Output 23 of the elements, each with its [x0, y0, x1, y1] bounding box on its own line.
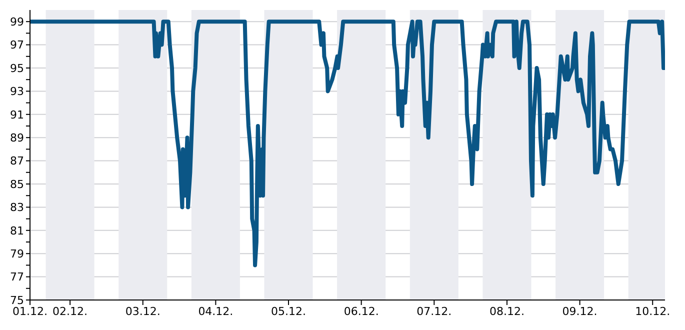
- x-tick-label: 08.12.: [489, 304, 524, 318]
- x-tick-label: 01.12.: [12, 304, 48, 318]
- x-tick-label: 07.12.: [416, 304, 452, 318]
- y-tick-label: 77: [10, 270, 24, 284]
- y-tick-label: 75: [10, 294, 24, 307]
- x-tick-label: 05.12.: [271, 304, 306, 318]
- y-tick-label: 79: [10, 248, 24, 261]
- y-tick-label: 97: [10, 38, 24, 52]
- x-tick-label: 10.12.: [635, 304, 670, 318]
- x-tick-label: 02.12.: [52, 304, 88, 318]
- x-tick-label: 04.12.: [198, 304, 234, 318]
- y-tick-label: 83: [10, 201, 24, 214]
- y-tick-label: 93: [10, 85, 24, 98]
- y-tick-label: 81: [10, 224, 24, 238]
- y-tick-label: 85: [10, 178, 24, 191]
- y-tick-label: 95: [10, 62, 24, 75]
- x-tick-label: 09.12.: [562, 304, 598, 318]
- y-tick-label: 91: [10, 108, 24, 122]
- y-tick-label: 89: [10, 132, 24, 145]
- x-tick-label: 03.12.: [125, 304, 160, 318]
- x-tick-label: 06.12.: [344, 304, 379, 318]
- y-tick-label: 87: [10, 154, 24, 168]
- y-tick-label: 99: [10, 16, 24, 29]
